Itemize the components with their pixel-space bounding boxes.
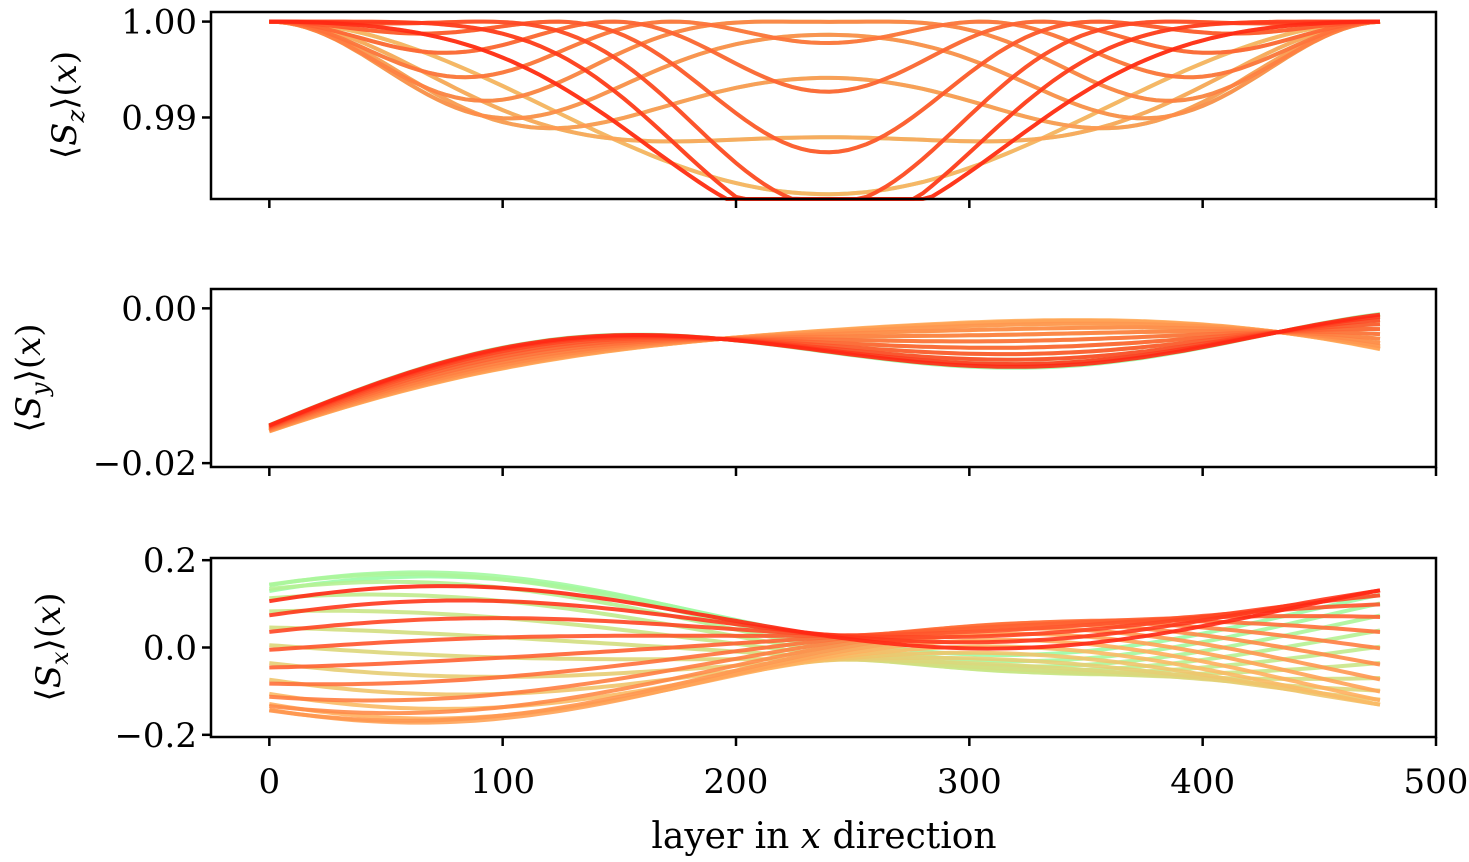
- x-tick-label: 100: [470, 762, 535, 802]
- series-line: [268, 584, 1381, 651]
- sx-curves: [268, 570, 1381, 725]
- sz-axes-frame: [209, 10, 1438, 201]
- x-tick-label: 500: [1404, 762, 1469, 802]
- series-line: [268, 327, 1381, 430]
- series-line: [268, 329, 1381, 432]
- sy-ylabel: ⟨Sy⟩(x): [9, 323, 54, 432]
- sx-ticks: 0 100 200 300 400 500 −0.2 0.0 0.2: [114, 541, 1468, 802]
- y-tick-label: 0.0: [143, 629, 197, 669]
- series-line: [269, 19, 1380, 201]
- series-line: [268, 322, 1381, 429]
- series-line: [269, 19, 1381, 201]
- sz-ylabel: ⟨Sz⟩(x): [45, 51, 90, 159]
- series-line: [269, 19, 1381, 80]
- panel-sx: 0 100 200 300 400 500 −0.2 0.0 0.2 ⟨Sx⟩(x): [29, 541, 1468, 802]
- series-line: [269, 622, 1381, 716]
- y-tick-label: 1.00: [121, 3, 197, 43]
- series-line: [268, 312, 1381, 428]
- x-tick-label: 300: [937, 762, 1002, 802]
- series-line: [269, 19, 1381, 103]
- panel-sz: 0.99 1.00 ⟨Sz⟩(x): [45, 3, 1438, 208]
- sz-curves: [269, 19, 1381, 201]
- y-tick-label: 0.2: [143, 541, 197, 581]
- series-line: [269, 19, 1381, 121]
- x-axis-title: layer in x direction: [651, 816, 996, 857]
- x-tick-label: 400: [1170, 762, 1235, 802]
- series-line: [268, 325, 1381, 433]
- sy-axes-frame: [209, 287, 1438, 469]
- sx-ylabel: ⟨Sx⟩(x): [29, 592, 74, 701]
- series-line: [269, 19, 1380, 201]
- series-line: [269, 626, 1381, 723]
- y-tick-label: −0.02: [93, 444, 197, 484]
- series-line: [269, 19, 1381, 197]
- sz-ticks: 0.99 1.00: [121, 3, 1438, 208]
- y-tick-label: −0.2: [114, 716, 197, 756]
- series-line: [269, 19, 1381, 94]
- series-line: [269, 19, 1381, 131]
- panel-sy: −0.02 0.00 ⟨Sy⟩(x): [9, 287, 1438, 484]
- x-tick-label: 200: [704, 762, 769, 802]
- sy-ticks: −0.02 0.00: [93, 289, 1438, 484]
- series-line: [269, 19, 1381, 201]
- series-line: [268, 329, 1381, 431]
- y-tick-label: 0.00: [121, 289, 197, 329]
- series-line: [269, 19, 1381, 201]
- sy-curves: [268, 312, 1381, 434]
- series-line: [268, 631, 1381, 725]
- series-line: [269, 19, 1381, 197]
- series-line: [269, 19, 1381, 144]
- x-tick-label: 0: [259, 762, 281, 802]
- series-line: [269, 19, 1381, 155]
- y-tick-label: 0.99: [121, 98, 197, 138]
- series-line: [269, 19, 1381, 80]
- series-line: [269, 19, 1381, 201]
